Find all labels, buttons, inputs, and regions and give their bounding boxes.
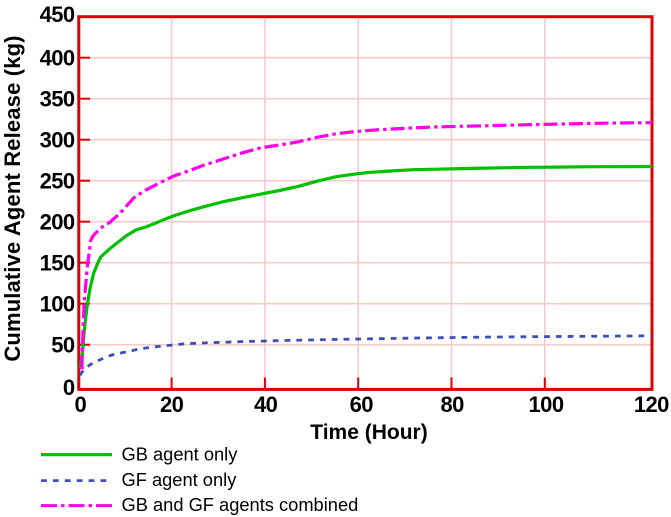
svg-text:0: 0 (63, 375, 75, 400)
svg-text:100: 100 (40, 291, 75, 316)
svg-text:50: 50 (51, 332, 75, 357)
svg-text:40: 40 (254, 392, 278, 417)
svg-text:450: 450 (40, 2, 75, 27)
svg-text:80: 80 (441, 392, 465, 417)
svg-text:120: 120 (634, 392, 669, 417)
svg-text:GF agent only: GF agent only (122, 469, 238, 490)
svg-text:Time (Hour): Time (Hour) (310, 421, 427, 444)
svg-text:0: 0 (74, 392, 86, 417)
svg-text:400: 400 (40, 45, 75, 70)
svg-text:300: 300 (40, 127, 75, 152)
svg-text:150: 150 (40, 250, 75, 275)
svg-text:350: 350 (40, 86, 75, 111)
svg-text:60: 60 (350, 392, 374, 417)
svg-text:GB agent only: GB agent only (122, 443, 239, 464)
svg-text:GB and GF agents combined: GB and GF agents combined (122, 494, 359, 515)
svg-text:20: 20 (160, 392, 184, 417)
svg-text:250: 250 (40, 168, 75, 193)
svg-text:Cumulative Agent Release (kg): Cumulative Agent Release (kg) (0, 35, 25, 361)
svg-text:200: 200 (40, 209, 75, 234)
svg-text:100: 100 (529, 392, 564, 417)
